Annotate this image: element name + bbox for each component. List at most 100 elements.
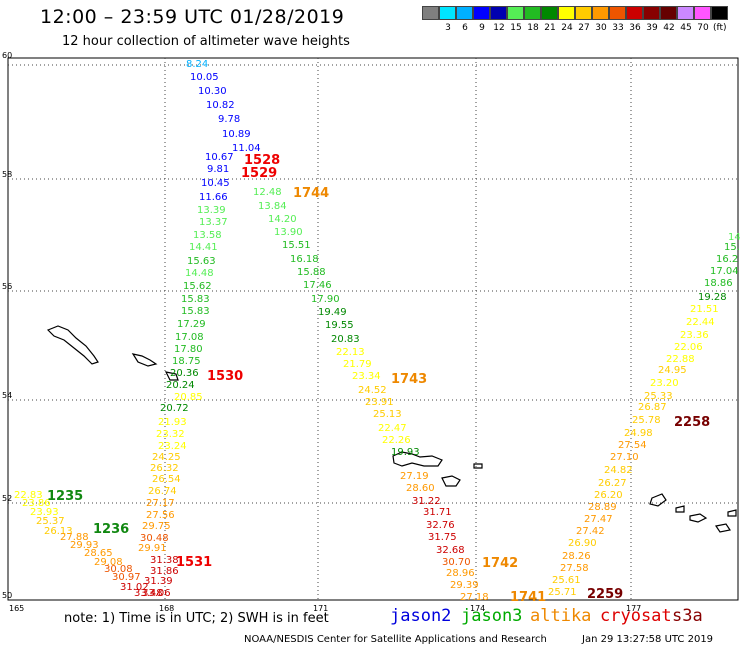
wave-height-label: 20.72 (160, 403, 189, 414)
wave-height-label: 17.90 (311, 294, 340, 305)
wave-height-label: 17.29 (177, 319, 206, 330)
wave-height-label: 28.60 (406, 483, 435, 494)
wave-height-label: 10.82 (206, 100, 235, 111)
longitude-label: 171 (313, 604, 328, 613)
pass-time-label: 2258 (674, 415, 710, 430)
wave-height-label: 27.10 (610, 452, 639, 463)
legend-tick-label: 3 (445, 23, 451, 33)
wave-height-label: 19.55 (325, 320, 354, 331)
wave-height-label: 23.91 (365, 397, 394, 408)
legend-unit-label: (ft) (713, 23, 727, 33)
wave-height-label: 27.18 (460, 592, 489, 603)
satellite-jason3: jason3 (461, 606, 523, 626)
legend-swatch (473, 6, 490, 20)
legend-tick-label: 30 (595, 23, 607, 33)
wave-height-label: 18.75 (172, 356, 201, 367)
wave-height-label: 24.95 (658, 365, 687, 376)
legend-swatch (626, 6, 643, 20)
wave-height-label: 27.54 (618, 440, 647, 451)
wave-height-label: 23.36 (680, 330, 709, 341)
wave-height-label: 25.13 (373, 409, 402, 420)
wave-height-label: 21.93 (158, 417, 187, 428)
wave-height-label: 29.75 (142, 521, 171, 532)
wave-height-label: 15.83 (181, 306, 210, 317)
satellite-jason2: jason2 (390, 606, 452, 626)
wave-height-label: 29.39 (450, 580, 479, 591)
wave-height-label: 20.36 (170, 368, 199, 379)
wave-height-label: 13.37 (199, 217, 228, 228)
wave-height-label: 9.78 (218, 114, 240, 125)
wave-height-label: 26.13 (44, 526, 73, 537)
coastline-shape (441, 475, 461, 487)
wave-height-label: 31.02 (120, 582, 149, 593)
wave-height-label: 31.22 (412, 496, 441, 507)
coastline-shape (392, 451, 443, 467)
wave-height-label: 25.37 (36, 516, 65, 527)
wave-height-label: 20.24 (166, 380, 195, 391)
legend-tick-label: 12 (493, 23, 505, 33)
wave-height-label: 27.42 (576, 526, 605, 537)
legend-swatch (558, 6, 575, 20)
pass-time-label: 1741 (510, 590, 546, 605)
legend-swatch (575, 6, 592, 20)
wave-height-label: 23.24 (158, 441, 187, 452)
latitude-label: 50 (2, 591, 12, 600)
legend-swatch (711, 6, 728, 20)
satellite-s3a: s3a (672, 606, 703, 626)
wave-height-label: 8.24 (186, 59, 208, 70)
wave-height-label: 9.81 (207, 164, 229, 175)
credit-line: NOAA/NESDIS Center for Satellite Applica… (244, 634, 547, 645)
wave-height-label: 30.97 (112, 572, 141, 583)
wave-height-label: 11.66 (199, 192, 228, 203)
wave-height-label: 24.82 (604, 465, 633, 476)
wave-height-label: 10.45 (201, 178, 230, 189)
legend-swatch (592, 6, 609, 20)
legend-tick-label: 42 (663, 23, 675, 33)
wave-height-label: 31.39 (144, 576, 173, 587)
legend-tick-label: 18 (527, 23, 539, 33)
wave-height-label: 12.48 (253, 187, 282, 198)
satellite-cryosat: cryosat (600, 606, 672, 626)
wave-height-label: 21.79 (343, 359, 372, 370)
satellite-altika: altika (530, 606, 592, 626)
wave-height-label: 10.05 (190, 72, 219, 83)
legend-swatch (660, 6, 677, 20)
wave-height-label: 24.98 (624, 428, 653, 439)
wave-height-label: 10.67 (205, 152, 234, 163)
wave-height-label: 27.47 (584, 514, 613, 525)
wave-height-label: 20.85 (174, 392, 203, 403)
wave-height-label: 26.27 (598, 478, 627, 489)
legend-tick-label: 6 (462, 23, 468, 33)
wave-height-label: 33.06 (142, 588, 171, 599)
wave-height-label: 29.91 (138, 543, 167, 554)
legend-swatch (643, 6, 660, 20)
pass-time-label: 1743 (391, 372, 427, 387)
wave-height-label: 11.04 (232, 143, 261, 154)
wave-height-label: 26.90 (568, 538, 597, 549)
wave-height-label: 14 (728, 232, 740, 243)
wave-height-label: 26.20 (594, 490, 623, 501)
wave-height-label: 23.34 (352, 371, 381, 382)
legend-tick-label: 45 (680, 23, 692, 33)
legend-tick-label: 24 (561, 23, 573, 33)
legend-swatch (609, 6, 626, 20)
legend-swatch (422, 6, 439, 20)
wave-height-label: 24.52 (358, 385, 387, 396)
wave-height-label: 26.32 (150, 463, 179, 474)
map-subtitle: 12 hour collection of altimeter wave hei… (62, 34, 350, 49)
latitude-label: 56 (2, 282, 12, 291)
generation-timestamp: Jan 29 13:27:58 UTC 2019 (582, 634, 714, 645)
wave-height-label: 27.19 (400, 471, 429, 482)
legend-tick-label: 15 (510, 23, 522, 33)
coastline-shape (164, 371, 179, 381)
wave-height-label: 31.75 (428, 532, 457, 543)
coastline-shape (715, 523, 731, 533)
longitude-label: 177 (626, 604, 641, 613)
wave-height-label: 18.86 (704, 278, 733, 289)
wave-height-label: 31.86 (150, 566, 179, 577)
wave-height-label: 26.54 (152, 474, 181, 485)
wave-height-label: 22.26 (382, 435, 411, 446)
wave-height-label: 28.96 (446, 568, 475, 579)
wave-height-label: 17.80 (174, 344, 203, 355)
